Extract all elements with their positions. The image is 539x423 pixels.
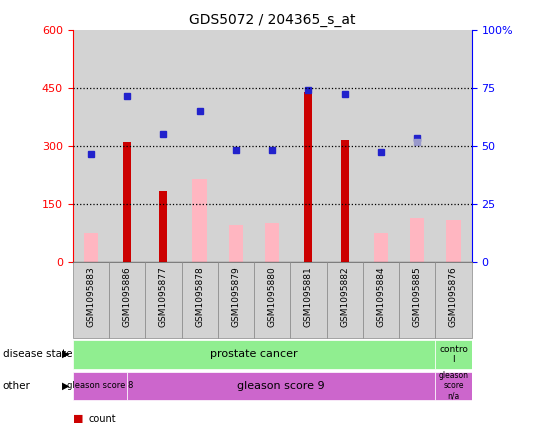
Bar <box>341 140 349 262</box>
Title: GDS5072 / 204365_s_at: GDS5072 / 204365_s_at <box>189 13 355 27</box>
Bar <box>291 262 327 338</box>
Bar <box>399 30 436 262</box>
Bar <box>399 262 436 338</box>
Bar <box>327 30 363 262</box>
Bar <box>182 30 218 262</box>
Text: GSM1095876: GSM1095876 <box>449 266 458 327</box>
Bar <box>160 190 168 262</box>
Bar <box>254 30 291 262</box>
Bar <box>192 179 207 262</box>
Bar <box>363 30 399 262</box>
Bar <box>363 262 399 338</box>
Bar <box>146 262 182 338</box>
Text: GSM1095883: GSM1095883 <box>86 266 95 327</box>
Text: GSM1095882: GSM1095882 <box>340 266 349 327</box>
Bar <box>436 30 472 262</box>
Bar <box>305 92 313 262</box>
Text: ▶: ▶ <box>62 349 70 359</box>
Text: contro
l: contro l <box>439 345 468 364</box>
Bar <box>109 30 146 262</box>
Bar <box>127 372 436 400</box>
Bar <box>84 233 98 262</box>
Bar <box>374 233 388 262</box>
Text: GSM1095885: GSM1095885 <box>413 266 421 327</box>
Text: GSM1095880: GSM1095880 <box>268 266 277 327</box>
Bar <box>291 30 327 262</box>
Bar <box>146 30 182 262</box>
Text: GSM1095886: GSM1095886 <box>123 266 132 327</box>
Bar <box>73 262 109 338</box>
Text: GSM1095877: GSM1095877 <box>159 266 168 327</box>
Text: GSM1095879: GSM1095879 <box>231 266 240 327</box>
Bar <box>229 225 243 262</box>
Text: disease state: disease state <box>3 349 72 359</box>
Text: gleason score 9: gleason score 9 <box>238 381 325 391</box>
Bar <box>436 372 472 400</box>
Bar <box>109 262 146 338</box>
Text: gleason score 8: gleason score 8 <box>67 382 133 390</box>
Bar <box>265 223 279 262</box>
Bar <box>123 142 131 262</box>
Text: count: count <box>89 414 116 423</box>
Bar <box>446 220 461 262</box>
Text: ■: ■ <box>73 414 83 423</box>
Bar <box>436 262 472 338</box>
Bar <box>182 262 218 338</box>
Text: gleason
score
n/a: gleason score n/a <box>439 371 468 401</box>
Bar <box>436 340 472 368</box>
Text: other: other <box>3 381 31 391</box>
Text: GSM1095884: GSM1095884 <box>376 266 385 327</box>
Bar <box>73 372 127 400</box>
Bar <box>254 262 291 338</box>
Bar <box>218 262 254 338</box>
Text: GSM1095881: GSM1095881 <box>304 266 313 327</box>
Text: ▶: ▶ <box>62 381 70 391</box>
Bar <box>73 30 109 262</box>
Bar <box>327 262 363 338</box>
Text: GSM1095878: GSM1095878 <box>195 266 204 327</box>
Bar <box>410 218 425 262</box>
Text: prostate cancer: prostate cancer <box>210 349 298 359</box>
Bar <box>218 30 254 262</box>
